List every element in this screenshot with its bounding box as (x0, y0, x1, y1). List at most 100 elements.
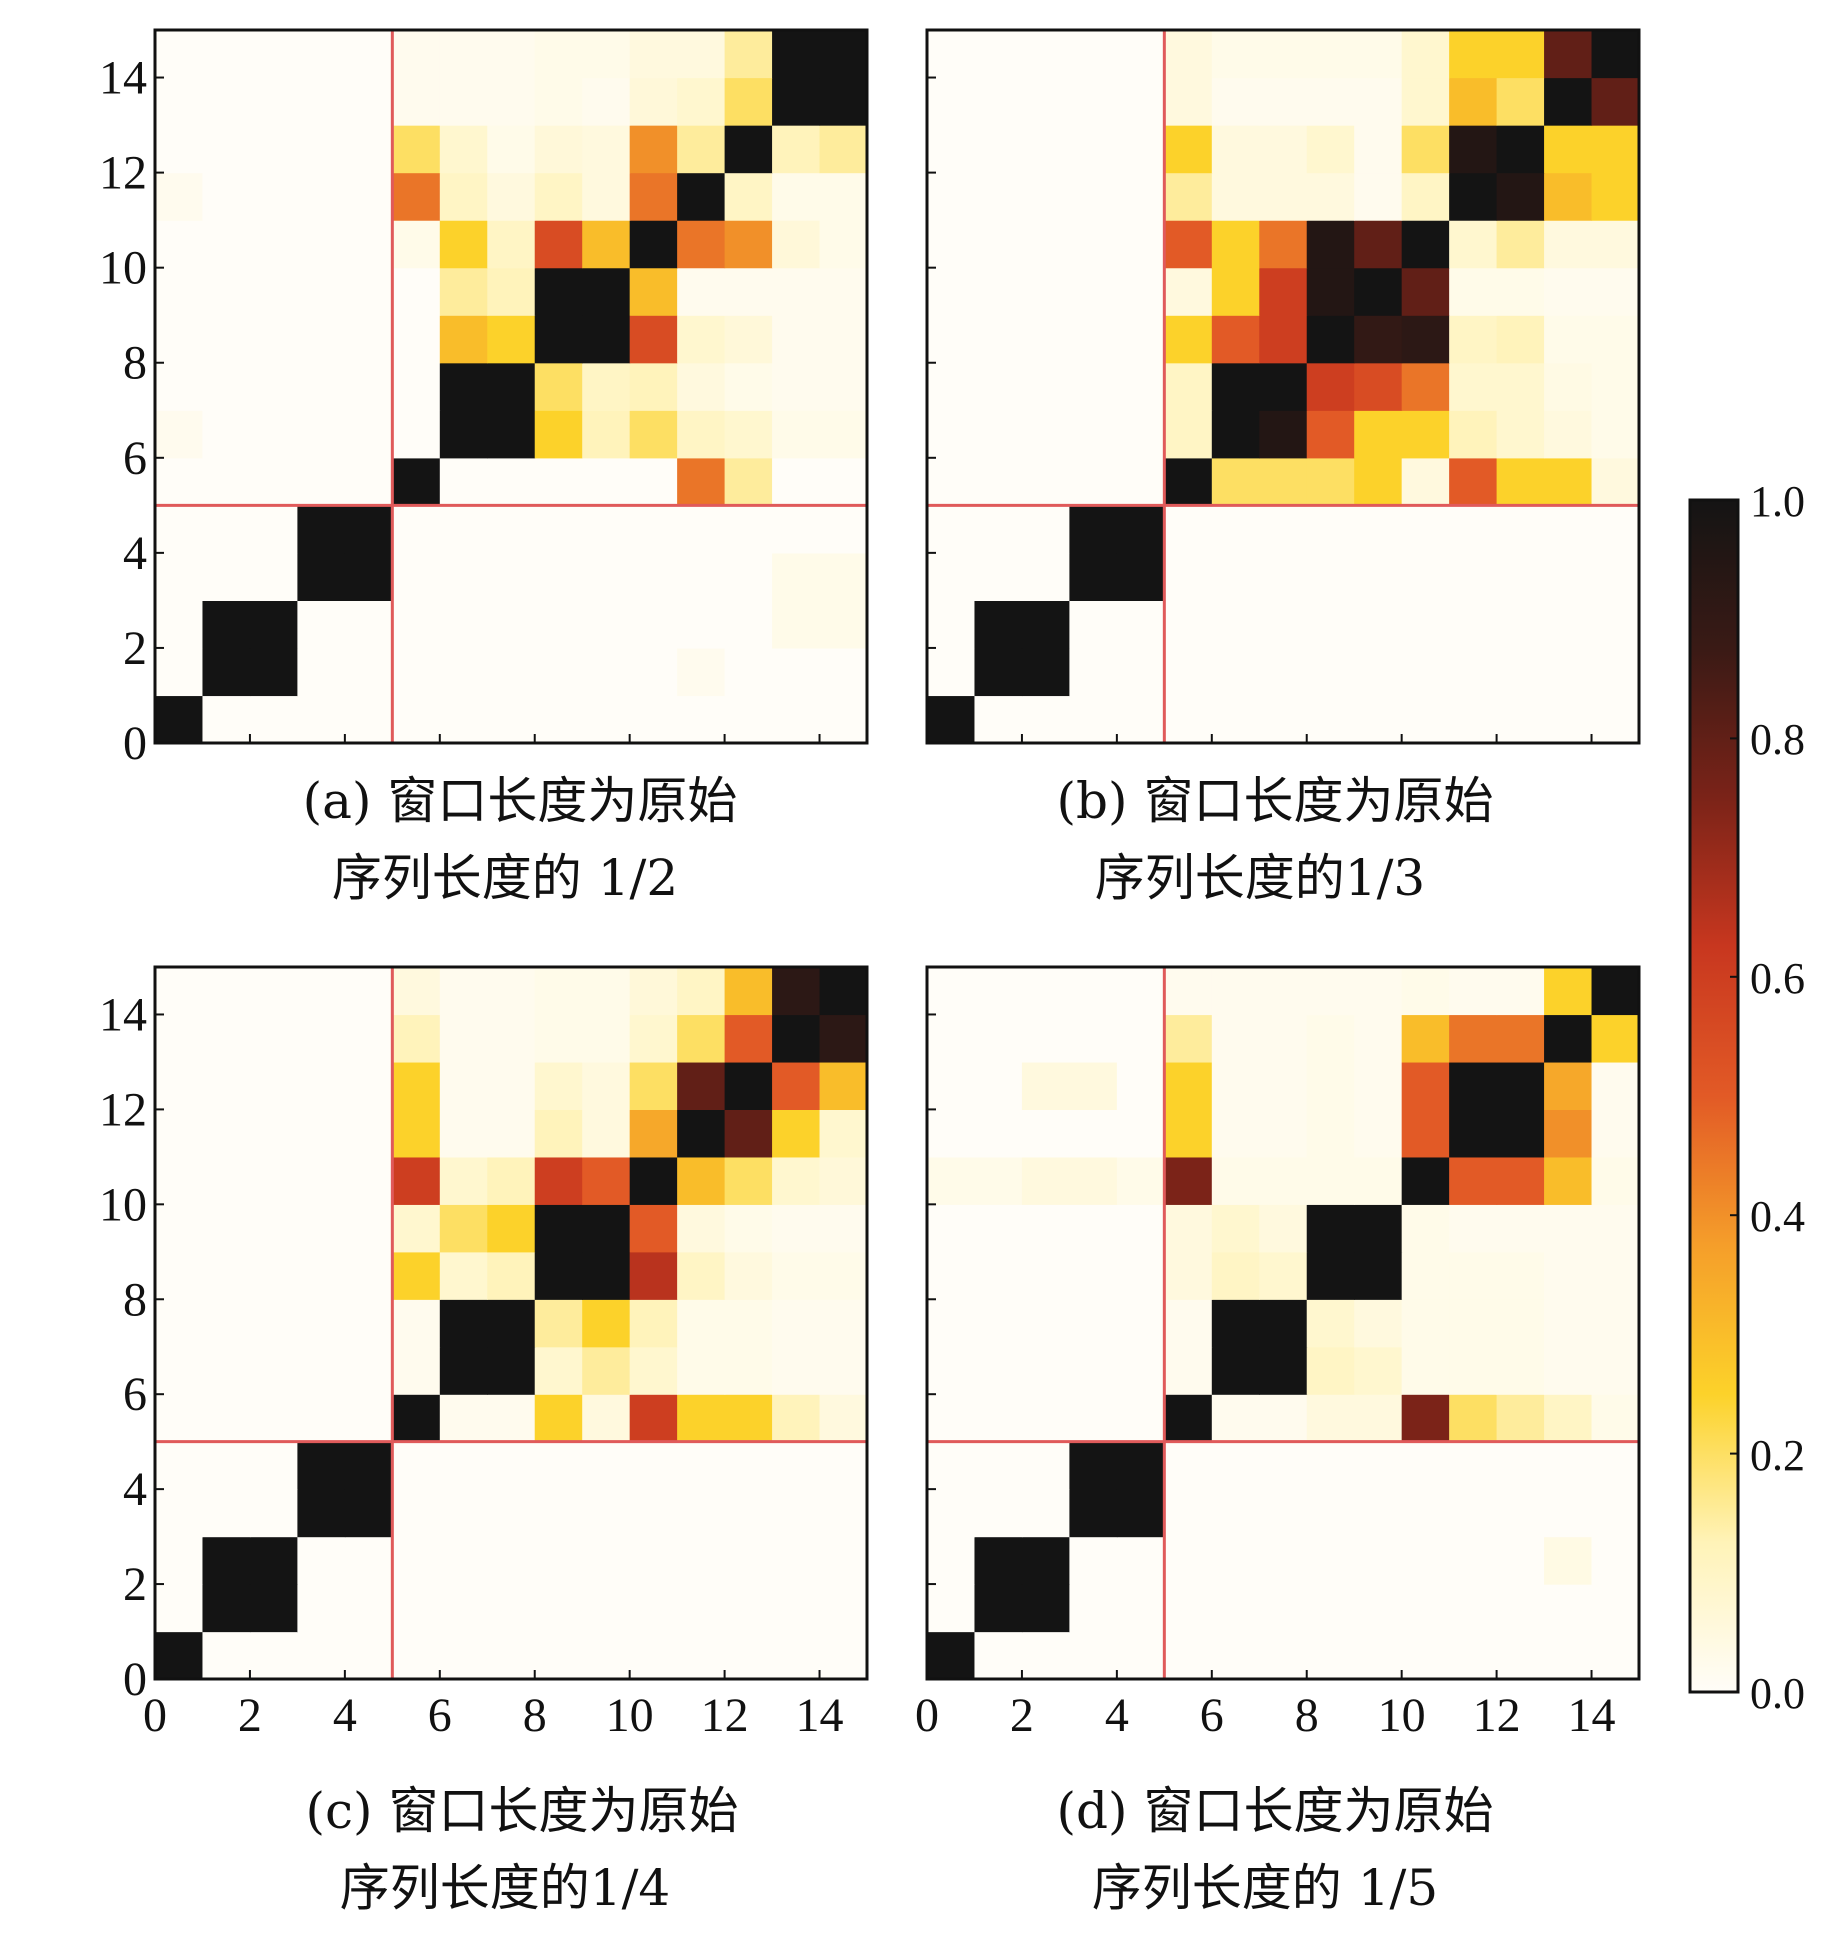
heatmap-cell (249, 967, 298, 1016)
heatmap-cell (439, 1014, 488, 1063)
heatmap-cell (297, 600, 346, 649)
heatmap-cell (1164, 457, 1213, 506)
heatmap-cell (724, 125, 773, 174)
heatmap-cell (534, 457, 583, 506)
axes-frame (153, 28, 869, 745)
heatmap-cell (1306, 30, 1355, 79)
heatmap-cell (582, 30, 631, 79)
heatmap-cell (487, 172, 536, 221)
heatmap-cell (1164, 315, 1213, 364)
heatmap-cell (1401, 1109, 1450, 1158)
colorbar-tick-label: 0.2 (1750, 1431, 1805, 1480)
heatmap-cell (724, 1204, 773, 1253)
heatmap-cell (629, 30, 678, 79)
x-tick-label: 2 (238, 1689, 262, 1742)
heatmap-cell (629, 1251, 678, 1300)
heatmap-cell (1069, 1061, 1118, 1110)
caption-d-line2: 序列长度的 1/5 (1092, 1859, 1438, 1917)
heatmap-cell (819, 1204, 868, 1253)
heatmap-cell (249, 125, 298, 174)
heatmap-cell (974, 1631, 1023, 1680)
heatmap-cell (297, 1441, 346, 1490)
heatmap-cell (1449, 1536, 1498, 1585)
heatmap-cell (1211, 1061, 1260, 1110)
heatmap-cell (1116, 457, 1165, 506)
heatmap-cell (1449, 1204, 1498, 1253)
heatmap-cell (202, 315, 251, 364)
heatmap-cell (1401, 1346, 1450, 1395)
heatmap-cell (1116, 172, 1165, 221)
heatmap-cell (1164, 1061, 1213, 1110)
heatmap-cell (155, 1346, 204, 1395)
heatmap-cell (1259, 30, 1308, 79)
heatmap-cell (1591, 1061, 1640, 1110)
heatmap-cell (1354, 1156, 1403, 1205)
heatmap-cell (677, 1346, 726, 1395)
heatmap-cell (1591, 967, 1640, 1016)
heatmap-cell (202, 967, 251, 1016)
heatmap-cell (392, 30, 441, 79)
heatmap-cell (772, 267, 821, 316)
heatmap-cell (724, 1156, 773, 1205)
heatmap-cell (249, 172, 298, 221)
heatmap-cell (1069, 1489, 1118, 1538)
heatmap-cell (927, 315, 976, 364)
heatmap-cell (819, 695, 868, 744)
heatmap-cell (819, 505, 868, 554)
heatmap-cell (1211, 967, 1260, 1016)
heatmap-cell (1069, 267, 1118, 316)
heatmap-cell (1354, 1394, 1403, 1443)
heatmap-cell (344, 362, 393, 411)
heatmap-cell (819, 1631, 868, 1680)
heatmap-cell (819, 1489, 868, 1538)
heatmap-cell (202, 1536, 251, 1585)
heatmap-cell (1496, 457, 1545, 506)
heatmap-cell (344, 1346, 393, 1395)
heatmap-cell (927, 1441, 976, 1490)
heatmap-cell (1164, 967, 1213, 1016)
heatmap-cell (1164, 30, 1213, 79)
heatmap-cell (155, 1299, 204, 1348)
heatmap-cell (344, 600, 393, 649)
heatmap-cell (392, 1489, 441, 1538)
heatmap-cell (677, 172, 726, 221)
heatmap-cell (392, 1204, 441, 1253)
heatmap-cell (1021, 600, 1070, 649)
heatmap-cell (439, 1631, 488, 1680)
heatmap-cell (582, 1394, 631, 1443)
heatmap-cell (582, 1299, 631, 1348)
heatmap-cell (1211, 1584, 1260, 1633)
y-tick-label: 10 (99, 1178, 147, 1231)
heatmap-cell (724, 362, 773, 411)
heatmap-cell (974, 1061, 1023, 1110)
heatmap-cell (772, 1441, 821, 1490)
heatmap-cell (1259, 1394, 1308, 1443)
heatmap-cell (772, 1489, 821, 1538)
heatmap-cell (582, 1251, 631, 1300)
heatmap-cell (1591, 125, 1640, 174)
heatmap-cell (202, 362, 251, 411)
heatmap-cell (677, 362, 726, 411)
heatmap-cell (772, 457, 821, 506)
heatmap-cell (1069, 967, 1118, 1016)
heatmap-cell (487, 125, 536, 174)
heatmap-cell (1591, 362, 1640, 411)
heatmap-cell (819, 967, 868, 1016)
heatmap-cell (1306, 1584, 1355, 1633)
heatmap-cell (1306, 362, 1355, 411)
heatmap-cell (927, 410, 976, 459)
heatmap-cell (1116, 1489, 1165, 1538)
heatmap-cell (1496, 600, 1545, 649)
heatmap-cell (487, 1536, 536, 1585)
heatmap-cell (202, 600, 251, 649)
heatmap-cell (1544, 1536, 1593, 1585)
heatmap-cell (297, 647, 346, 697)
heatmap-cell (1069, 362, 1118, 411)
heatmap-cell (927, 1299, 976, 1348)
heatmap-cell (155, 1014, 204, 1063)
heatmap-cell (1259, 1584, 1308, 1633)
heatmap-cell (297, 1014, 346, 1063)
heatmap-cell (344, 1441, 393, 1490)
heatmap-cell (202, 552, 251, 601)
heatmap-cell (297, 695, 346, 744)
